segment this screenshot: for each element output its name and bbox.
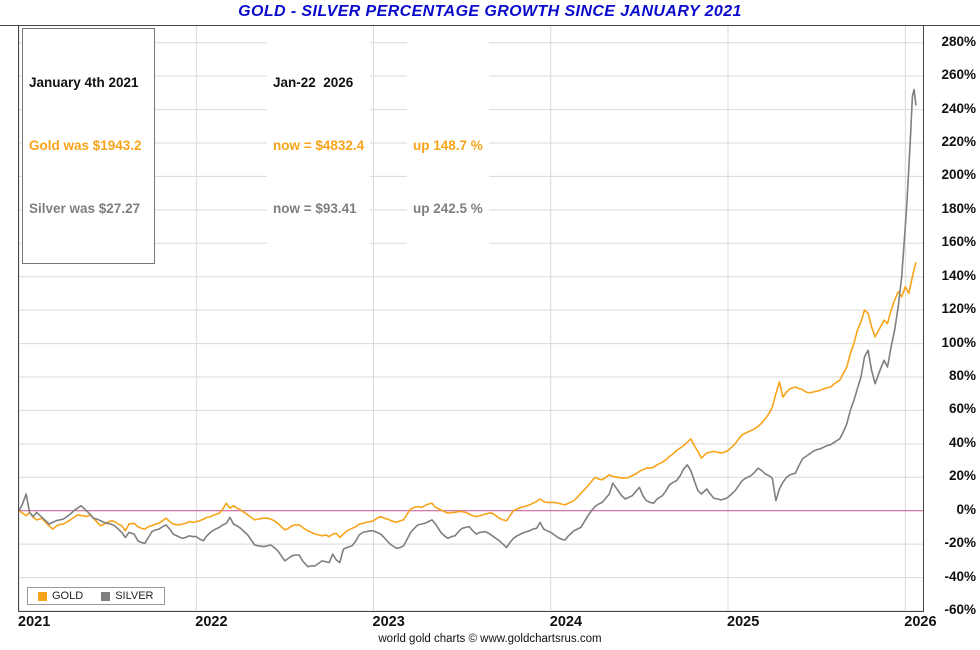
- x-axis-label: 2024: [549, 614, 583, 630]
- silver-change-label: up 242.5 %: [413, 201, 483, 216]
- legend: GOLD SILVER: [27, 587, 165, 605]
- annotation-change-block: up 148.7 % up 242.5 %: [407, 29, 489, 262]
- y-axis-label: -40%: [944, 568, 976, 584]
- gold-legend-label: GOLD: [52, 590, 84, 602]
- y-axis-label: 40%: [948, 434, 976, 450]
- y-axis-label: 100%: [941, 334, 976, 350]
- gold-change-label: up 148.7 %: [413, 138, 483, 153]
- footer-credit: world gold charts © www.goldchartsrus.co…: [378, 633, 602, 645]
- y-axis-label: -60%: [944, 602, 976, 617]
- gold-start-label: Gold was $1943.2: [29, 138, 142, 153]
- y-axis-label: 0%: [956, 501, 976, 517]
- y-axis-label: 120%: [941, 301, 976, 317]
- y-axis-label: 240%: [941, 100, 976, 116]
- gold-swatch-icon: [38, 591, 47, 601]
- x-axis-label: 2021: [18, 614, 51, 630]
- x-axis-label: 2026: [904, 614, 937, 630]
- annotation-spacer: [413, 72, 483, 93]
- x-axis-label: 2022: [195, 614, 228, 630]
- annotation-now-block: Jan-22 2026 now = $4832.4 now = $93.41: [267, 29, 371, 262]
- silver-legend-label: SILVER: [115, 590, 154, 602]
- silver-start-label: Silver was $27.27: [29, 201, 141, 216]
- y-axis-label: 60%: [948, 401, 976, 417]
- y-axis-label: 160%: [941, 234, 976, 250]
- silver-swatch-icon: [101, 591, 111, 601]
- legend-item-gold: GOLD: [38, 590, 83, 602]
- y-axis-label: 220%: [941, 134, 976, 149]
- annotation-start-block: January 4th 2021 Gold was $1943.2 Silver…: [22, 28, 155, 264]
- x-axis-label: 2025: [727, 614, 760, 630]
- start-date-label: January 4th 2021: [29, 75, 139, 90]
- chart-title: GOLD - SILVER PERCENTAGE GROWTH SINCE JA…: [238, 3, 742, 20]
- y-axis-label: 260%: [941, 67, 976, 83]
- gold-now-label: now = $4832.4: [273, 138, 365, 153]
- now-date-label: Jan-22 2026: [273, 75, 354, 90]
- y-axis-label: 180%: [941, 200, 976, 216]
- plot-area: January 4th 2021 Gold was $1943.2 Silver…: [18, 25, 924, 612]
- y-axis-label: 200%: [941, 167, 976, 183]
- y-axis-label: 80%: [948, 368, 976, 383]
- y-axis-label: 20%: [948, 468, 976, 484]
- y-axis-label: -20%: [944, 535, 976, 551]
- silver-now-label: now = $93.41: [273, 201, 357, 216]
- x-axis-label: 2023: [372, 614, 405, 630]
- y-axis-label: 140%: [941, 267, 976, 283]
- y-axis-label: 280%: [941, 33, 976, 49]
- legend-item-silver: SILVER: [101, 590, 154, 602]
